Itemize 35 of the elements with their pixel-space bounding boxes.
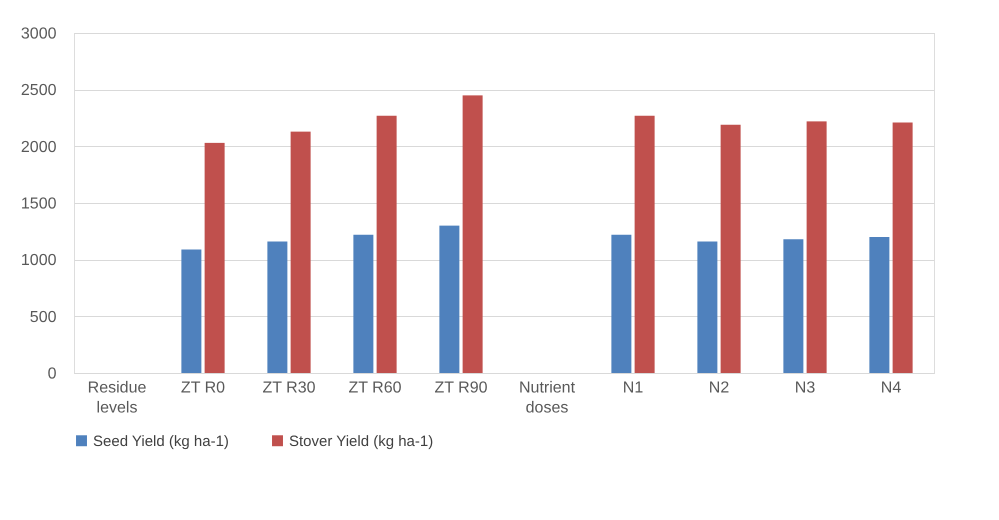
bar bbox=[697, 242, 718, 373]
x-tick-label: ZT R60 bbox=[348, 380, 402, 396]
x-tick-label: N1 bbox=[622, 380, 644, 396]
y-tick-label: 1500 bbox=[20, 196, 57, 212]
bar bbox=[439, 226, 460, 373]
bar bbox=[806, 121, 827, 373]
legend-label: Seed Yield (kg ha-1) bbox=[93, 432, 229, 450]
x-tick-label: Nutrient doses bbox=[518, 380, 576, 416]
bar bbox=[376, 116, 397, 373]
y-tick-label: 3000 bbox=[20, 26, 57, 42]
bar bbox=[892, 122, 913, 373]
bar bbox=[204, 142, 225, 373]
x-tick-label: N2 bbox=[708, 380, 730, 396]
bar bbox=[181, 249, 202, 373]
y-tick-label: 2500 bbox=[20, 82, 57, 100]
bar bbox=[353, 234, 374, 373]
bar bbox=[869, 237, 890, 373]
bar bbox=[462, 95, 483, 373]
y-tick-label: 500 bbox=[30, 308, 57, 326]
x-tick-label: ZT R30 bbox=[262, 380, 316, 396]
bar bbox=[634, 116, 655, 373]
y-tick-label: 2000 bbox=[20, 138, 57, 156]
x-tick-label: N3 bbox=[794, 380, 816, 396]
bar bbox=[611, 234, 632, 373]
bar bbox=[720, 124, 741, 373]
y-tick-label: 1000 bbox=[20, 252, 57, 270]
x-tick-label: N4 bbox=[880, 380, 902, 396]
x-tick-label: Residue levels bbox=[88, 380, 146, 416]
bar bbox=[783, 239, 804, 373]
y-tick-label: 0 bbox=[48, 366, 57, 382]
x-tick-label: ZT R0 bbox=[180, 380, 226, 396]
legend-label: Stover Yield (kg ha-1) bbox=[289, 432, 434, 450]
bar bbox=[290, 132, 311, 373]
x-tick-label: ZT R90 bbox=[434, 380, 488, 396]
bar bbox=[267, 242, 288, 373]
